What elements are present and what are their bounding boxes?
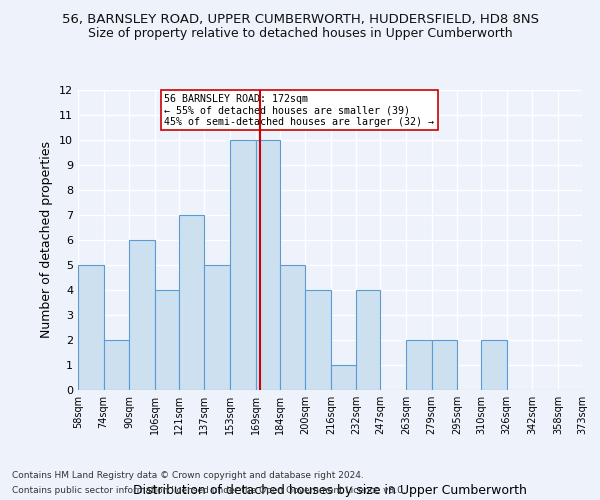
Bar	[78, 265, 104, 390]
Bar	[280, 265, 305, 390]
X-axis label: Distribution of detached houses by size in Upper Cumberworth: Distribution of detached houses by size …	[133, 484, 527, 497]
Bar	[179, 215, 205, 390]
Text: 56 BARNSLEY ROAD: 172sqm
← 55% of detached houses are smaller (39)
45% of semi-d: 56 BARNSLEY ROAD: 172sqm ← 55% of detach…	[164, 94, 434, 127]
Bar	[431, 340, 457, 390]
Bar	[155, 290, 179, 390]
Bar	[305, 290, 331, 390]
Bar	[129, 240, 155, 390]
Bar	[356, 290, 380, 390]
Y-axis label: Number of detached properties: Number of detached properties	[40, 142, 53, 338]
Bar	[205, 265, 230, 390]
Bar	[256, 140, 280, 390]
Text: Contains HM Land Registry data © Crown copyright and database right 2024.: Contains HM Land Registry data © Crown c…	[12, 471, 364, 480]
Bar	[104, 340, 129, 390]
Bar	[230, 140, 256, 390]
Text: 56, BARNSLEY ROAD, UPPER CUMBERWORTH, HUDDERSFIELD, HD8 8NS: 56, BARNSLEY ROAD, UPPER CUMBERWORTH, HU…	[62, 12, 539, 26]
Text: Contains public sector information licensed under the Open Government Licence v3: Contains public sector information licen…	[12, 486, 406, 495]
Text: Size of property relative to detached houses in Upper Cumberworth: Size of property relative to detached ho…	[88, 28, 512, 40]
Bar	[406, 340, 431, 390]
Bar	[481, 340, 507, 390]
Bar	[331, 365, 356, 390]
